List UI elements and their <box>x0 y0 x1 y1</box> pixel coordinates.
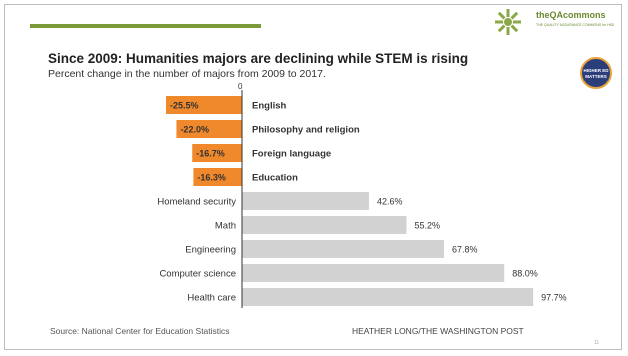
bar-philosophy-and-religion <box>176 120 242 138</box>
category-label: Engineering <box>185 245 236 256</box>
category-label: Education <box>252 173 298 184</box>
value-label: -16.3% <box>197 173 226 183</box>
bar-homeland-security <box>242 192 369 210</box>
bar-health-care <box>242 288 534 306</box>
category-label: Homeland security <box>157 197 236 208</box>
value-label: -25.5% <box>170 101 199 111</box>
category-label: Philosophy and religion <box>252 125 360 136</box>
bar-engineering <box>242 240 445 258</box>
higher-ed-matters-badge: HIGHER ED MATTERS <box>580 57 612 89</box>
bar-english <box>166 96 242 114</box>
category-label: English <box>252 101 287 112</box>
chart-credit: HEATHER LONG/THE WASHINGTON POST <box>352 326 524 336</box>
qa-logo-subtitle: THE QUALITY ASSURANCE COMMONS for HIGHER… <box>536 23 614 27</box>
category-label: Foreign language <box>252 149 331 160</box>
chart-source: Source: National Center for Education St… <box>50 326 230 336</box>
bar-math <box>242 216 407 234</box>
badge-line-2: MATTERS <box>585 74 607 79</box>
chart-subtitle: Percent change in the number of majors f… <box>48 68 326 80</box>
bar-education <box>193 168 242 186</box>
category-label: Computer science <box>159 269 236 280</box>
value-label: 55.2% <box>414 221 440 231</box>
value-label: -22.0% <box>180 125 209 135</box>
value-label: 67.8% <box>452 245 478 255</box>
value-label: 97.7% <box>541 293 567 303</box>
chart-title: Since 2009: Humanities majors are declin… <box>48 51 469 66</box>
category-label: Math <box>215 221 236 232</box>
bar-foreign-language <box>192 144 242 162</box>
value-label: -16.7% <box>196 149 225 159</box>
green-header-rule <box>30 24 261 28</box>
page-number: 11 <box>594 340 600 346</box>
bar-computer-science <box>242 264 505 282</box>
category-label: Health care <box>187 293 236 304</box>
zero-axis-label: 0 <box>238 82 243 91</box>
qa-commons-emblem-icon <box>495 9 521 35</box>
badge-line-1: HIGHER ED <box>583 68 609 73</box>
qa-logo-name: theQAcommons <box>536 10 606 20</box>
qa-commons-logo: theQAcommons THE QUALITY ASSURANCE COMMO… <box>494 8 614 42</box>
value-label: 88.0% <box>512 269 538 279</box>
value-label: 42.6% <box>377 197 403 207</box>
